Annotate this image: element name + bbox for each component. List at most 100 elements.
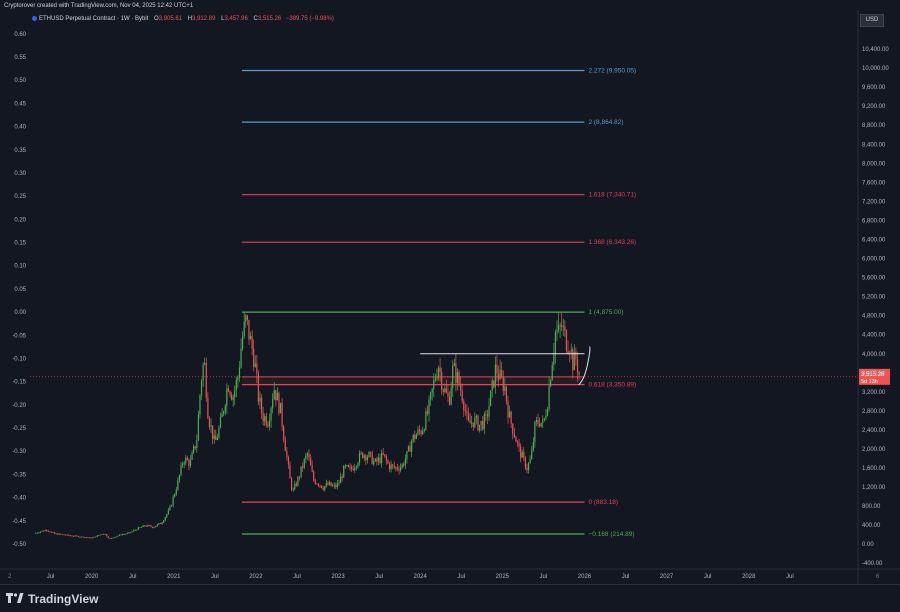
candle-body [80, 536, 83, 538]
right-axis-tick-label: 9,200.00 [862, 104, 886, 110]
candle-body [153, 527, 155, 528]
candle-body [477, 416, 479, 431]
candle-body [72, 536, 75, 537]
left-axis-tick-label: -0.20 [12, 403, 26, 409]
candle-body [260, 397, 263, 413]
candle-body [186, 457, 188, 461]
candle-body [365, 455, 367, 461]
candle-body [210, 425, 212, 427]
right-axis-tick-label: 4,000.00 [862, 352, 886, 358]
candle-body [373, 460, 375, 465]
right-axis-tick-label: 800.00 [862, 504, 881, 510]
candle-body [532, 442, 534, 451]
candle-body [104, 533, 106, 535]
candle-body [169, 506, 171, 510]
candle-body [197, 414, 199, 441]
candle-body [47, 530, 49, 532]
ohlc-close-value: 3,515.26 [257, 16, 282, 23]
candle-body [501, 369, 503, 377]
candle-body [174, 494, 176, 497]
candle-body [376, 458, 378, 462]
candle-body [311, 465, 313, 472]
left-axis-tick-label: -0.40 [12, 496, 26, 502]
candle-body [478, 424, 481, 431]
candle-body [99, 534, 102, 536]
candle-body [404, 459, 406, 466]
candle-body [414, 434, 416, 439]
candle-body [38, 532, 40, 534]
chart-canvas[interactable]: 2.272 (9,950.05) 2 (8,864.82) 1.618 (7,340… [0, 0, 900, 584]
candle-body [234, 390, 236, 398]
candle-body [137, 527, 139, 530]
candle-body [65, 534, 67, 536]
x-axis-tick-label: Jul [622, 574, 630, 580]
candle-body [35, 532, 37, 534]
candle-body [425, 411, 427, 430]
candle-body [286, 450, 288, 458]
candle-body [472, 422, 474, 427]
candle-body [521, 451, 523, 458]
candle-body [439, 367, 441, 372]
candle-body [158, 523, 160, 525]
candle-body [358, 453, 361, 464]
fib-level-label: 2.272 (9,950.05) [588, 67, 636, 74]
candle-body [564, 326, 566, 331]
candle-body [452, 365, 454, 389]
candle-body [313, 471, 315, 481]
candle-body [466, 411, 468, 414]
left-axis-tick-label: -0.05 [12, 333, 26, 339]
fib-level-label: 2 (8,864.82) [588, 119, 623, 126]
candle-body [406, 451, 408, 460]
candle-body [483, 414, 485, 430]
candle-body [309, 457, 312, 466]
right-axis-tick-label: 3,200.00 [862, 390, 886, 396]
x-axis-tick-label: Jul [704, 574, 712, 580]
candle-body [515, 437, 517, 442]
candle-body [553, 352, 555, 366]
candle-body [256, 363, 258, 374]
candle-body [194, 446, 196, 448]
candle-body [199, 395, 201, 415]
left-axis-tick-label: 0.45 [14, 101, 26, 107]
candle-body [453, 363, 455, 366]
right-axis-tick-label: 4,400.00 [862, 333, 886, 339]
candle-body [548, 386, 550, 410]
candle-body [87, 537, 89, 539]
candle-body [183, 462, 185, 465]
candle-body [302, 466, 304, 468]
left-axis-corner[interactable]: 2 [8, 574, 12, 580]
candle-body [422, 430, 424, 435]
right-axis-corner[interactable]: 6 [876, 574, 880, 580]
currency-badge[interactable]: USD [860, 14, 884, 27]
left-axis-tick-label: -0.15 [12, 380, 26, 386]
footer-bar: TradingView [0, 584, 900, 612]
brand-logo[interactable]: TradingView [6, 592, 98, 606]
candle-body [125, 533, 127, 535]
candle-body [578, 372, 580, 375]
candle-body [557, 325, 560, 331]
candle-body [273, 389, 275, 400]
candle-body [133, 530, 135, 532]
candle-body [526, 467, 528, 471]
candle-body [163, 520, 165, 523]
symbol-name[interactable]: ETHUSD Perpetual Contract · 1W · Bybit [39, 16, 149, 23]
candle-body [518, 442, 520, 447]
left-axis-tick-label: 0.20 [14, 217, 26, 223]
candle-body [327, 483, 329, 485]
left-axis-tick-label: 0.10 [14, 264, 26, 270]
candle-body [464, 409, 466, 412]
candle-body [471, 422, 473, 424]
candle-body [520, 446, 522, 458]
right-axis-tick-label: 8,400.00 [862, 142, 886, 148]
candle-body [218, 427, 220, 438]
candle-body [344, 465, 346, 467]
candle-body [556, 330, 558, 333]
candle-body [496, 364, 498, 374]
candle-body [395, 467, 397, 469]
right-axis-tick-label: 5,200.00 [862, 295, 886, 301]
candle-body [58, 533, 60, 535]
candle-body [420, 431, 422, 435]
candle-body [289, 464, 291, 479]
candle-body [537, 419, 539, 424]
candle-body [246, 315, 248, 320]
